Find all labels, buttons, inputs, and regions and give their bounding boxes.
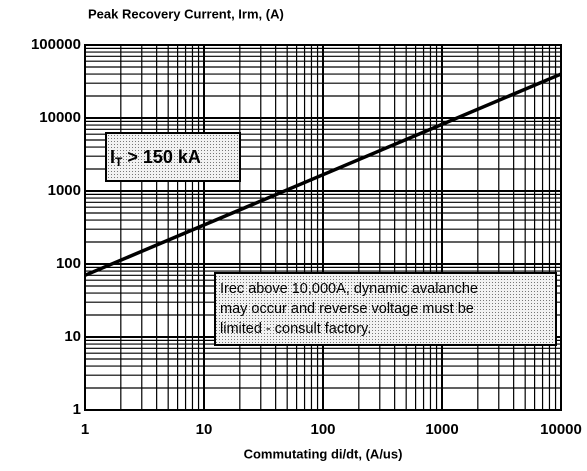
y-tick-label: 100 (56, 255, 81, 272)
plot-border (84, 44, 562, 411)
annotation-subscript: T (115, 155, 123, 169)
y-tick-label: 1 (73, 401, 81, 418)
annotation: IT > 150 kA (110, 147, 201, 169)
y-tick-label: 10000 (39, 109, 81, 126)
annotation: limited - consult factory. (220, 321, 371, 337)
line-series (84, 72, 562, 277)
x-tick-label: 10000 (540, 421, 582, 438)
annotation-box (105, 132, 241, 182)
annotation: Irec above 10,000A, dynamic avalanche (220, 281, 478, 297)
y-tick-label: 100000 (31, 36, 81, 53)
annotation: may occur and reverse voltage must be (220, 301, 474, 317)
y-tick-label: 10 (64, 328, 81, 345)
x-tick-label: 10 (196, 421, 213, 438)
y-axis-label: Peak Recovery Current, Irm, (A) (88, 6, 284, 21)
x-tick-label: 1000 (425, 421, 458, 438)
y-tick-label: 1000 (48, 182, 81, 199)
x-tick-label: 100 (310, 421, 335, 438)
annotation-part: I (110, 147, 115, 167)
annotation-part: > 150 kA (122, 147, 201, 167)
x-axis-label: Commutating di/dt, (A/us) (244, 446, 403, 461)
x-tick-label: 1 (81, 421, 89, 438)
annotation-box (214, 272, 557, 346)
